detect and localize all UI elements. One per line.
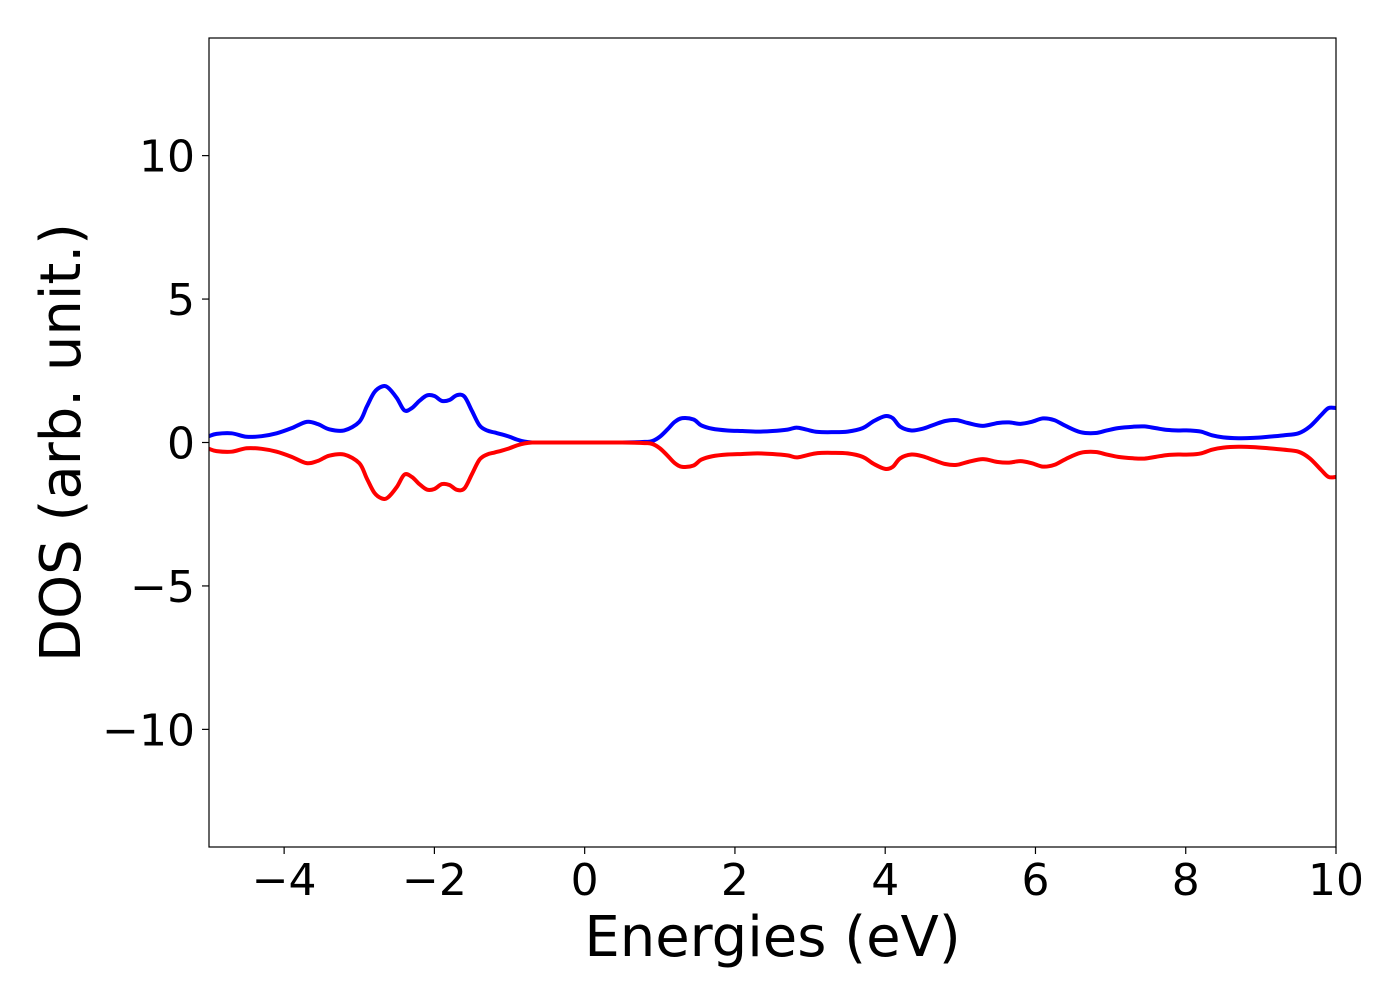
y-tick-label: 0	[167, 419, 195, 470]
series-line-2	[208, 440, 1337, 502]
y-axis-ticks: −10 −5 0 5 10	[102, 132, 209, 756]
x-tick-label: 4	[871, 855, 899, 906]
x-tick-label: −4	[252, 855, 317, 906]
y-tick-label: −5	[130, 562, 195, 613]
y-tick-label: 10	[139, 132, 195, 183]
series-line-1	[208, 383, 1337, 445]
y-axis-title: DOS (arb. unit.)	[29, 223, 94, 662]
x-tick-label: 0	[571, 855, 599, 906]
y-tick-label: 5	[167, 275, 195, 326]
series-layer	[208, 383, 1337, 502]
x-axis-title: Energies (eV)	[584, 905, 960, 970]
x-axis-ticks: −4 −2 0 2 4 6 8 10	[252, 847, 1364, 906]
x-tick-label: 2	[721, 855, 749, 906]
x-tick-label: 8	[1172, 855, 1200, 906]
x-tick-label: 6	[1021, 855, 1049, 906]
x-tick-label: −2	[402, 855, 467, 906]
plot-frame	[208, 37, 1337, 848]
y-tick-label: −10	[102, 705, 195, 756]
x-tick-label: 10	[1308, 855, 1364, 906]
